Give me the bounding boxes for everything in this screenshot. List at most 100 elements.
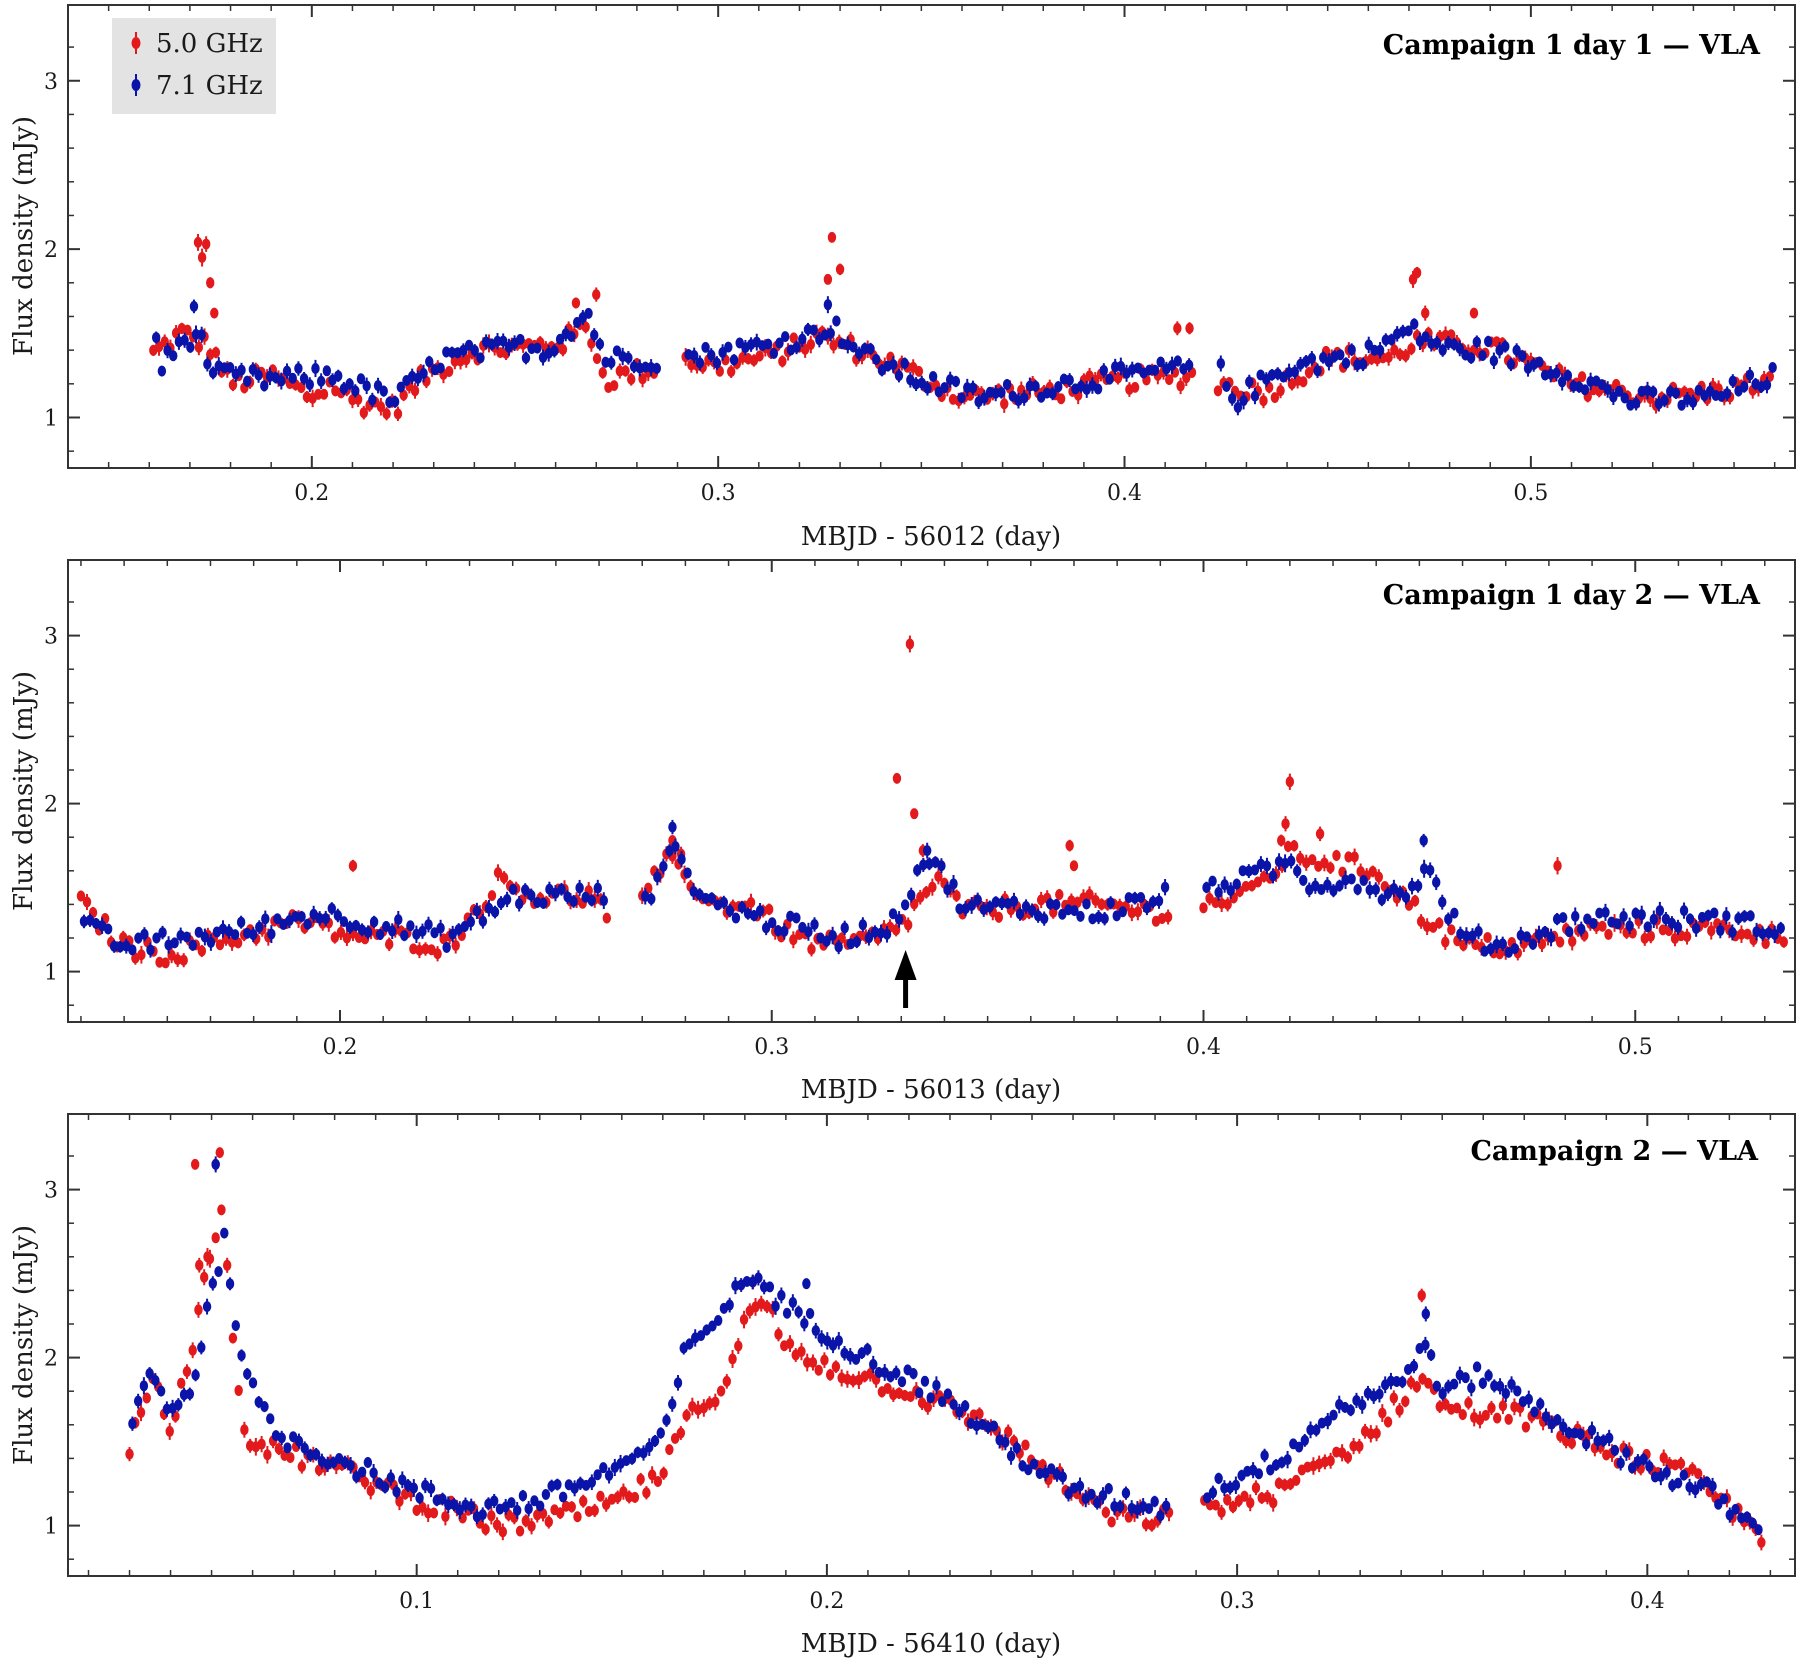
point-7ghz [1233, 402, 1243, 414]
x-tick-label: 0.2 [294, 481, 329, 506]
point-5ghz [499, 872, 509, 884]
point-5ghz [1568, 935, 1577, 947]
y-tick-label: 2 [44, 238, 58, 263]
point-7ghz [156, 1385, 166, 1397]
point-7ghz [116, 941, 125, 953]
point-7ghz [1535, 356, 1544, 368]
point-7ghz [767, 917, 777, 929]
point-7ghz [724, 341, 733, 353]
point-7ghz [1492, 938, 1501, 950]
point-7ghz [1559, 1421, 1568, 1433]
point-7ghz [1587, 1424, 1597, 1436]
point-5ghz [1424, 1377, 1433, 1389]
point-7ghz [1610, 1444, 1620, 1456]
point-7ghz [894, 370, 904, 382]
point-7ghz [266, 1413, 275, 1425]
point-5ghz [1269, 1497, 1278, 1509]
point-7ghz [1740, 910, 1749, 922]
point-7ghz [1604, 1432, 1614, 1444]
point-7ghz [1064, 1488, 1073, 1500]
point-7ghz [1323, 879, 1332, 891]
point-5ghz [444, 366, 454, 378]
point-7ghz [157, 365, 167, 377]
point-5ghz [188, 1344, 197, 1356]
y-axis-title: Flux density (mJy) [9, 671, 39, 911]
x-tick-label: 0.2 [809, 1589, 844, 1614]
point-7ghz [1564, 926, 1574, 938]
point-5ghz [659, 1467, 668, 1479]
point-7ghz [900, 899, 910, 911]
point-7ghz [659, 860, 668, 872]
point-7ghz [294, 362, 303, 374]
point-5ghz [1676, 1458, 1686, 1470]
point-7ghz [1438, 896, 1447, 908]
point-5ghz [1498, 1400, 1508, 1412]
point-7ghz [1335, 880, 1344, 892]
point-7ghz [1232, 878, 1241, 890]
panel-title: Campaign 2 — VLA [1470, 1136, 1759, 1167]
point-7ghz [804, 926, 813, 938]
point-7ghz [507, 1497, 516, 1509]
point-7ghz [673, 1377, 683, 1389]
point-5ghz [1383, 1416, 1393, 1428]
point-7ghz [1679, 1469, 1689, 1481]
point-5ghz [1598, 920, 1607, 932]
point-7ghz [777, 1289, 786, 1301]
point-5ghz [1483, 931, 1492, 943]
point-7ghz [869, 1358, 878, 1370]
panel-campaign1-day1: 0.2 0.3 0.4 0.5 1 2 3 Campaign 1 day 1 — VLA M… [9, 4, 1796, 552]
point-7ghz [1047, 1463, 1056, 1475]
point-7ghz [369, 1467, 378, 1479]
point-5ghz [1384, 351, 1393, 363]
point-5ghz [366, 1485, 375, 1497]
point-7ghz [872, 354, 881, 366]
point-7ghz [508, 883, 518, 895]
x-tick-label: 0.3 [1220, 1589, 1255, 1614]
point-7ghz [1719, 1493, 1729, 1505]
point-7ghz [555, 333, 565, 345]
point-5ghz [228, 1332, 238, 1344]
point-7ghz [1105, 373, 1114, 385]
point-5ghz [544, 1516, 553, 1528]
point-5ghz [630, 1491, 640, 1503]
point-7ghz [1637, 909, 1646, 921]
point-5ghz [914, 365, 924, 377]
point-5ghz [916, 891, 925, 903]
point-5ghz [905, 638, 915, 650]
point-7ghz [1365, 884, 1374, 896]
point-7ghz [1472, 1361, 1482, 1373]
point-7ghz [267, 928, 276, 940]
point-7ghz [792, 341, 801, 353]
point-7ghz [737, 901, 747, 913]
point-5ghz [928, 881, 937, 893]
point-7ghz [1286, 855, 1296, 867]
point-5ghz [360, 1476, 370, 1488]
point-7ghz [1231, 1479, 1241, 1491]
point-7ghz [892, 1367, 901, 1379]
point-7ghz [834, 941, 843, 953]
point-7ghz [607, 357, 616, 369]
point-7ghz [1616, 1457, 1625, 1469]
point-7ghz [470, 344, 479, 356]
point-7ghz [1522, 931, 1532, 943]
point-7ghz [1432, 1380, 1442, 1392]
point-5ghz [1213, 385, 1223, 397]
point-5ghz [1659, 1452, 1668, 1464]
point-7ghz [535, 1500, 545, 1512]
point-7ghz [1312, 1424, 1321, 1436]
point-7ghz [327, 903, 336, 915]
point-7ghz [1754, 1524, 1763, 1536]
point-7ghz [346, 1459, 355, 1471]
point-7ghz [897, 1376, 907, 1388]
point-5ghz [1401, 1395, 1410, 1407]
point-5ghz [1401, 350, 1410, 362]
point-7ghz [521, 352, 531, 364]
point-5ghz [1504, 1413, 1513, 1425]
point-7ghz [1065, 374, 1074, 386]
point-5ghz [1283, 840, 1293, 852]
point-7ghz [1589, 918, 1598, 930]
point-7ghz [612, 345, 622, 357]
axis-ticks: 0.2 0.3 0.4 0.5 1 2 3 [44, 560, 1795, 1060]
point-7ghz [1156, 356, 1165, 368]
point-7ghz [713, 1315, 723, 1327]
